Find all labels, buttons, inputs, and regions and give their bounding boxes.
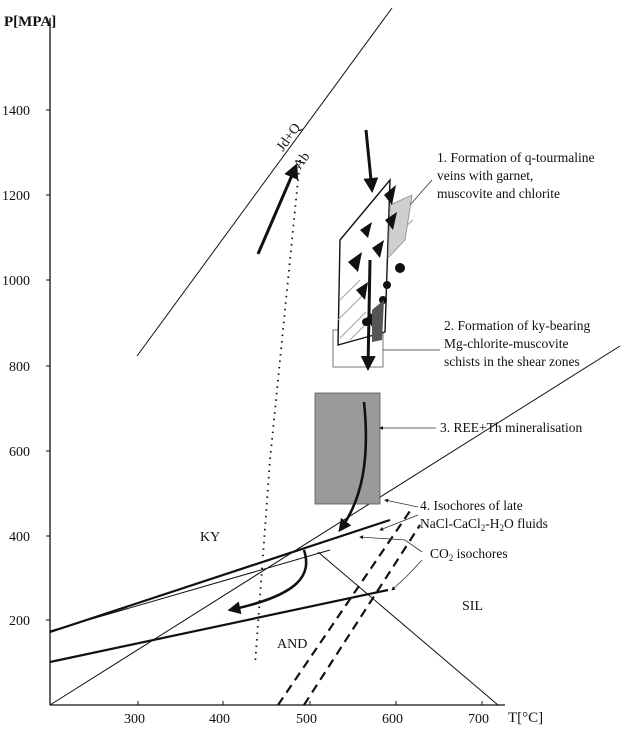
y-tick-label: 1200 — [2, 189, 30, 204]
isochore-lower — [49, 588, 389, 664]
leader-lines — [359, 179, 440, 591]
note-2-line-3: schists in the shear zones — [444, 354, 580, 369]
leader-stage-1 — [409, 179, 433, 206]
y-tick-label: 1400 — [2, 104, 30, 119]
note-2-line-2: Mg-chlorite-muscovite — [444, 336, 568, 351]
annotation-stage-2: 2. Formation of ky-bearing Mg-chlorite-m… — [444, 318, 590, 369]
note-1-line-3: muscovite and chlorite — [437, 186, 560, 201]
isochore-dashed-1 — [277, 507, 413, 706]
annotation-stage-4: 4. Isochores of late NaCl-CaCl2-H2O flui… — [420, 498, 548, 533]
triangle-symbol — [348, 252, 362, 272]
arrows — [227, 129, 379, 615]
stage-1-gray-band — [387, 194, 413, 260]
dot-symbol — [395, 263, 405, 273]
x-tick-label: 700 — [468, 712, 489, 727]
triangle-symbol — [385, 212, 397, 230]
note-1-line-1: 1. Formation of q-tourmaline — [437, 150, 594, 165]
triangle-symbol — [372, 240, 384, 258]
triangle-symbol — [356, 282, 368, 300]
and-sil-line — [317, 551, 499, 706]
and-field-label: AND — [277, 637, 307, 652]
stage-1-outline — [337, 177, 391, 346]
leader-co2-2 — [391, 559, 423, 591]
y-axis-title: P[MPA] — [4, 14, 56, 30]
isochore-upper — [49, 518, 391, 634]
jd-q-ab-reaction-line — [136, 7, 393, 357]
annotation-stage-1: 1. Formation of q-tourmaline veins with … — [437, 150, 594, 201]
x-tick-label: 500 — [296, 712, 317, 727]
x-tick-label: 400 — [209, 712, 230, 727]
dot-symbol — [383, 281, 391, 289]
retrograde-path-2 — [227, 549, 308, 615]
stage-1-field — [337, 177, 414, 346]
x-tick-label: 300 — [124, 712, 145, 727]
retrograde-path-1 — [338, 401, 368, 533]
isochores — [49, 507, 421, 706]
note-2-line-1: 2. Formation of ky-bearing — [444, 318, 590, 333]
y-tick-label: 600 — [9, 445, 30, 460]
leader-isochores-late — [384, 498, 419, 508]
y-ticks — [46, 109, 50, 621]
y-tick-label: 200 — [9, 614, 30, 629]
stage-1-dark-block — [372, 300, 384, 342]
jd-q-label: Jd+Q — [274, 121, 304, 154]
ree-th-box — [314, 392, 381, 505]
leader-isochores-late-2 — [379, 514, 419, 531]
ky-field-label: KY — [200, 530, 220, 545]
sil-field-label: SIL — [462, 599, 483, 614]
y-tick-label: 400 — [9, 530, 30, 545]
dotted-reaction-line — [254, 159, 301, 666]
y-tick-label: 800 — [9, 360, 30, 375]
triangle-symbol — [384, 185, 396, 205]
note-1-line-2: veins with garnet, — [437, 168, 533, 183]
leader-co2-1 — [359, 535, 423, 553]
x-ticks — [137, 701, 483, 705]
note-4-line-1: 4. Isochores of late — [420, 498, 523, 513]
prograde-arrow — [256, 163, 299, 255]
note-3: 3. REE+Th mineralisation — [440, 420, 582, 435]
y-tick-label: 1000 — [2, 274, 30, 289]
note-4-line-2: NaCl-CaCl2-H2O fluids — [420, 516, 548, 533]
downward-arrow-top — [363, 129, 379, 193]
axes — [49, 18, 505, 706]
x-axis-title: T[°C] — [508, 710, 543, 726]
ky-sil-line — [49, 345, 621, 706]
dot-symbol — [379, 296, 387, 304]
x-tick-label: 600 — [382, 712, 403, 727]
note-co2: CO2 isochores — [430, 546, 508, 563]
downward-arrow-stage-2 — [360, 259, 376, 371]
isochore-dashed-2 — [303, 524, 421, 706]
triangle-symbol — [360, 222, 372, 238]
